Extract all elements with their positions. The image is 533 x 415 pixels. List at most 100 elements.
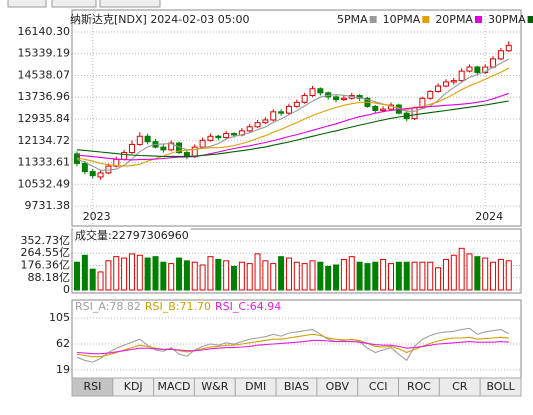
volume-bar [411,261,418,291]
candle-body [340,97,347,101]
indicator-tab-label[interactable]: DMI [245,380,266,393]
candle-body [128,143,135,154]
candle-body [427,90,434,99]
legend-swatch [422,16,430,23]
candle-body [301,95,308,103]
candle-body [81,162,88,173]
volume-bar [403,261,410,291]
ma-line [76,92,509,161]
candle-body [207,135,214,141]
candle-body [380,108,387,111]
volume-bar [262,260,269,291]
indicator-tab-label[interactable]: MACD [158,380,191,393]
candle-body [458,70,465,82]
volume-bar [183,260,190,291]
volume-bar [340,258,347,291]
rsi-legend: RSI_C:64.94 [215,300,281,313]
candle-body [317,88,324,94]
volume-bar [427,261,434,291]
legend-swatch [369,16,377,23]
x-tick-label: 2023 [83,210,111,223]
indicator-tab-label[interactable]: CCI [369,380,388,393]
indicator-tab-label[interactable]: CR [452,380,468,393]
indicator-tab-label[interactable]: BIAS [284,380,309,393]
candle-body [466,66,473,72]
legend-label: 10PMA [383,13,421,26]
candle-body [160,146,167,151]
volume-bar [207,256,214,291]
candle-body [270,111,277,121]
top-tab[interactable] [99,0,161,8]
y-tick-label: 105 [49,311,70,324]
volume-bar [254,253,261,291]
top-tab[interactable] [7,0,47,8]
ma-line [76,339,509,355]
candle-body [191,146,198,158]
price-panel [71,9,522,227]
top-tab[interactable] [51,0,97,8]
candle-body [89,171,96,177]
candle-body [333,96,340,101]
legend-label: 5PMA [337,13,368,26]
volume-bar [333,264,340,291]
candle-body [293,101,300,107]
volume-bar [285,257,292,291]
candle-body [254,122,261,128]
volume-bar [121,257,128,291]
volume-bar [191,261,198,291]
indicator-tab-label[interactable]: OBV [326,380,350,393]
ma-line [76,327,510,363]
candle-body [223,133,230,139]
candle-body [199,139,206,148]
y-tick-label: 12935.84 [18,112,71,125]
candle-body [442,81,449,87]
candle-body [285,105,292,114]
volume-bar [152,256,159,291]
volume-bar [113,256,120,291]
volume-bar [223,260,230,291]
volume-bar [270,263,277,291]
indicator-tab-label[interactable]: KDJ [124,380,143,393]
indicator-tab-label[interactable]: BOLL [486,380,515,393]
volume-bar [309,260,316,291]
volume-bar [144,257,151,291]
volume-bar [325,265,332,291]
rsi-legend: RSI_B:71.70 [145,300,211,313]
candle-body [278,111,285,114]
candle-body [497,50,504,60]
legend-label: 30PMA [488,13,526,26]
volume-panel [71,228,522,294]
volume-bar [97,271,104,291]
candle-body [450,80,457,83]
y-tick-label: 352.73亿 [21,234,71,247]
indicator-tab-label[interactable]: RSI [83,380,101,393]
volume-bar [395,261,402,291]
indicator-tab-label[interactable]: W&R [201,380,228,393]
volume-bar [168,263,175,291]
candle-body [474,66,481,73]
y-tick-label: 19 [56,363,70,376]
y-tick-label: 0 [63,283,70,296]
indicator-tab[interactable] [479,377,522,397]
volume-bar [466,253,473,291]
volume-bar [293,261,300,291]
volume-bar [74,261,80,291]
volume-title-bg [73,228,191,242]
volume-bar [89,268,96,291]
candle-body [144,135,151,143]
y-tick-label: 264.55亿 [21,246,71,259]
indicator-tab-label[interactable]: ROC [407,380,431,393]
legend-swatch [527,16,533,23]
candle-body [411,107,418,120]
legend-swatch [474,16,482,23]
rsi-legend: RSI_A:78.82 [75,300,141,313]
volume-bar [128,253,135,291]
volume-bar [497,258,504,291]
volume-bar [490,261,497,291]
ma-line [76,58,510,171]
volume-bar [278,256,285,291]
y-tick-label: 12134.72 [18,134,71,147]
volume-bar [301,263,308,291]
